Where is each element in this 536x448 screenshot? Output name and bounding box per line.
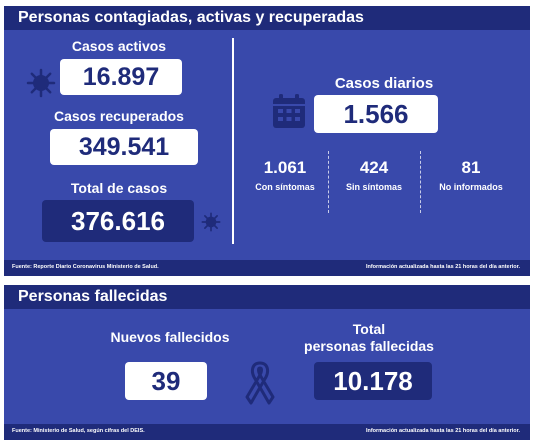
panel-header: Personas fallecidas xyxy=(4,285,530,309)
con-sintomas-label: Con síntomas xyxy=(255,182,315,192)
source-note: Fuente: Reporte Diario Coronavirus Minis… xyxy=(12,264,159,270)
calendar-icon xyxy=(272,93,306,134)
casos-diarios-label: Casos diarios xyxy=(334,75,434,92)
total-fallecidos-value: 10.178 xyxy=(314,362,432,400)
sin-sintomas-label: Sin síntomas xyxy=(345,182,402,192)
casos-activos-value: 16.897 xyxy=(60,59,182,95)
contagios-panel: Personas contagiadas, activas y recupera… xyxy=(4,6,530,276)
update-note: Información actualizada hasta las 21 hor… xyxy=(365,428,520,434)
casos-activos-label: Casos activos xyxy=(71,38,167,54)
nuevos-fallecidos-label: Nuevos fallecidos xyxy=(110,329,230,345)
virus-icon xyxy=(201,212,221,237)
fallecidos-panel: Personas fallecidas Nuevos fallecidos 39… xyxy=(4,285,530,440)
panel-footer: Fuente: Reporte Diario Coronavirus Minis… xyxy=(4,260,530,276)
update-note: Información actualizada hasta las 21 hor… xyxy=(365,264,520,270)
total-casos-value: 376.616 xyxy=(42,200,194,242)
panel-footer: Fuente: Ministerio de Salud, según cifra… xyxy=(4,424,530,440)
breakdown-divider xyxy=(328,151,329,213)
casos-recuperados-label: Casos recuperados xyxy=(54,108,184,124)
nuevos-fallecidos-value: 39 xyxy=(125,362,207,400)
panel-title: Personas contagiadas, activas y recupera… xyxy=(18,9,364,26)
casos-diarios-value: 1.566 xyxy=(314,95,438,133)
casos-recuperados-value: 349.541 xyxy=(50,129,198,165)
no-informados-value: 81 xyxy=(461,158,481,177)
panel-title: Personas fallecidas xyxy=(18,288,168,305)
virus-icon xyxy=(26,68,56,103)
panel-header: Personas contagiadas, activas y recupera… xyxy=(4,6,530,30)
ribbon-icon xyxy=(244,359,276,410)
source-note: Fuente: Ministerio de Salud, según cifra… xyxy=(12,428,145,434)
column-divider xyxy=(232,38,234,244)
breakdown-divider xyxy=(420,151,421,213)
sin-sintomas-value: 424 xyxy=(359,158,389,177)
no-informados-label: No informados xyxy=(439,182,503,192)
con-sintomas-value: 1.061 xyxy=(263,158,307,177)
total-fallecidos-label: Total xyxy=(352,321,386,337)
total-fallecidos-label: personas fallecidas xyxy=(304,338,434,354)
total-casos-label: Total de casos xyxy=(70,180,168,196)
